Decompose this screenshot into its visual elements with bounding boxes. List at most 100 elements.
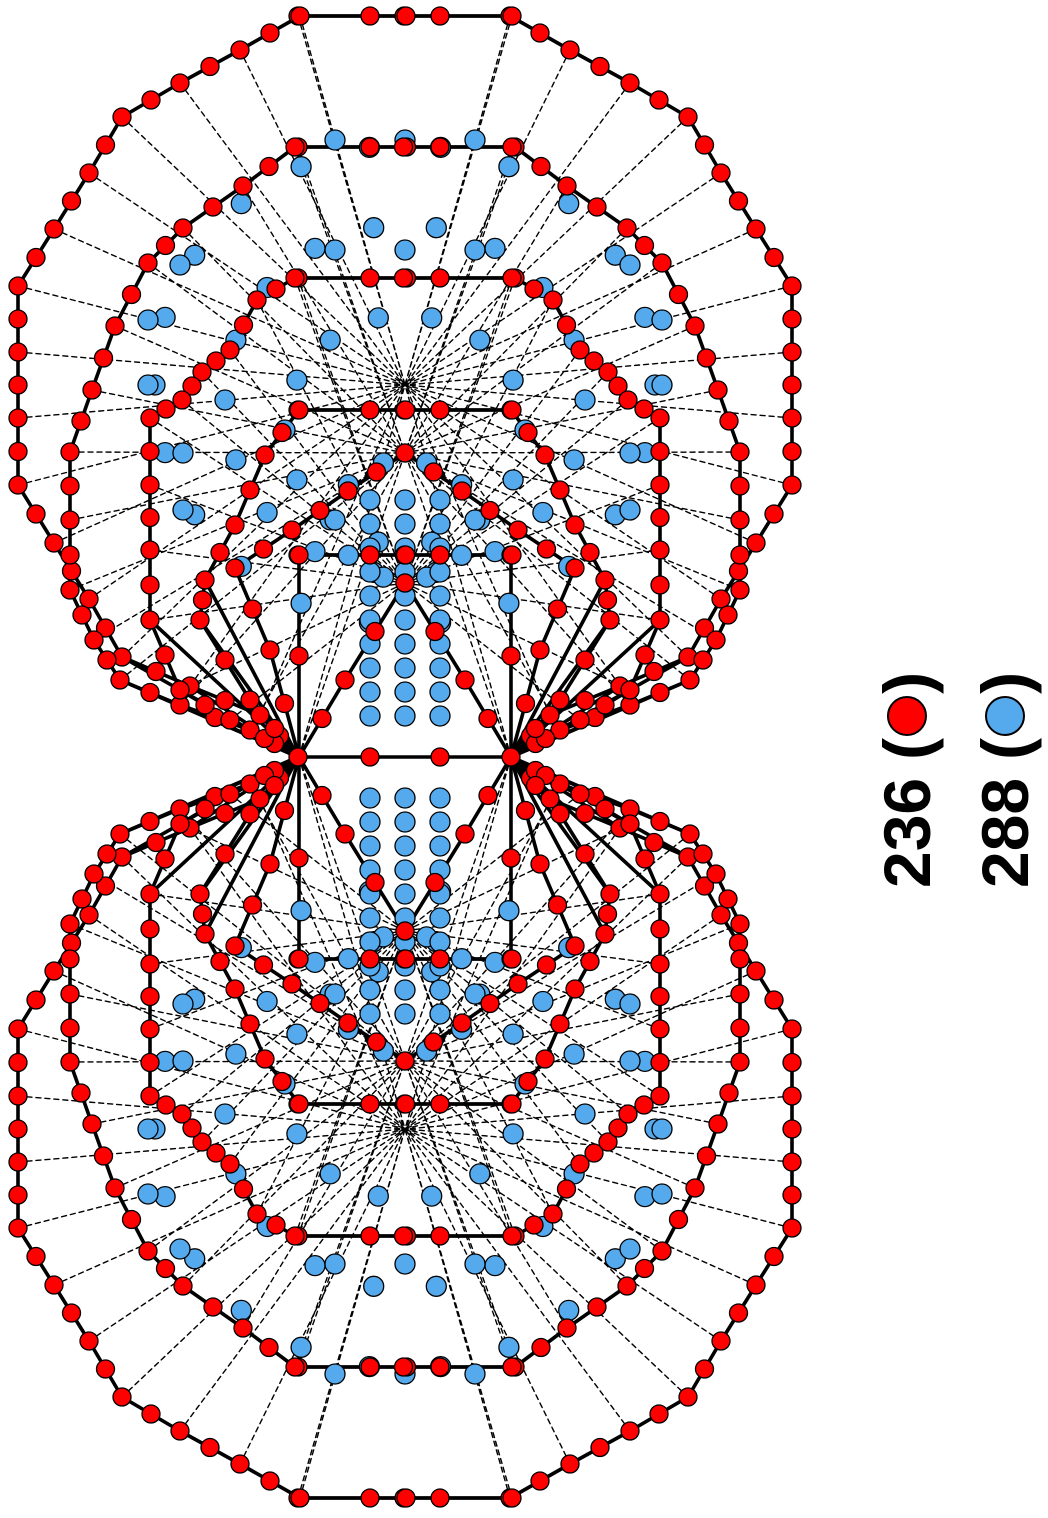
red-vertex (140, 540, 160, 560)
red-vertex (140, 507, 160, 528)
blue-point (394, 239, 416, 261)
red-vertex (310, 993, 330, 1014)
red-vertex (508, 520, 528, 540)
red-vertex (220, 340, 240, 360)
red-vertex (718, 889, 738, 909)
blue-point (256, 990, 278, 1013)
blue-point (394, 835, 416, 857)
red-vertex (608, 1118, 628, 1138)
red-vertex (8, 1052, 28, 1073)
red-vertex (708, 380, 728, 400)
red-vertex (60, 442, 80, 462)
red-vertex (97, 650, 117, 670)
red-vertex (259, 1337, 279, 1358)
red-vertex (393, 1357, 414, 1377)
red-vertex (425, 621, 445, 642)
red-vertex (650, 919, 670, 939)
red-vertex (264, 718, 285, 739)
dashed-line (121, 1128, 406, 1398)
red-vertex (360, 268, 380, 288)
red-vertex (502, 1357, 522, 1377)
red-vertex (730, 476, 750, 496)
red-vertex (215, 690, 235, 711)
dashed-line (121, 384, 406, 658)
red-vertex (706, 630, 726, 650)
red-vertex (480, 500, 500, 521)
red-vertex (8, 441, 28, 462)
blue-point (359, 787, 381, 809)
red-vertex (110, 670, 130, 690)
dashed-line (147, 1060, 406, 1252)
blue-point (214, 1103, 236, 1125)
red-vertex (597, 590, 618, 610)
red-vertex (140, 884, 160, 904)
red-vertex (210, 542, 230, 563)
red-vertex (195, 695, 215, 715)
red-vertex (746, 1275, 766, 1295)
red-vertex (138, 1241, 158, 1261)
blue-point (429, 705, 451, 727)
red-vertex (195, 924, 215, 944)
red-vertex (570, 710, 590, 730)
red-vertex (694, 618, 715, 638)
red-vertex (140, 575, 160, 595)
blue-point (574, 389, 596, 411)
red-vertex (557, 1318, 577, 1338)
blue-point (286, 369, 308, 391)
red-vertex (685, 316, 705, 336)
red-vertex (668, 284, 689, 305)
blue-point (651, 1118, 673, 1140)
red-vertex (195, 799, 215, 819)
red-vertex (206, 1143, 226, 1163)
red-vertex (395, 573, 415, 593)
red-vertex (425, 872, 445, 893)
dashed-line (259, 798, 406, 1130)
blue-point (464, 983, 486, 1005)
red-vertex (706, 864, 726, 884)
red-vertex (711, 163, 731, 183)
dashed-line (404, 452, 512, 758)
red-vertex (764, 247, 784, 268)
red-vertex (600, 610, 620, 630)
red-vertex (395, 949, 416, 969)
dashed-line (294, 1060, 406, 1368)
blue-point (450, 544, 473, 566)
red-vertex (240, 690, 260, 710)
dashed-line (404, 1028, 793, 1130)
red-vertex (266, 279, 286, 299)
red-vertex (140, 1052, 160, 1073)
red-vertex (8, 309, 28, 329)
red-vertex (608, 376, 628, 396)
blue-point (429, 907, 451, 929)
red-vertex (26, 1246, 46, 1267)
red-vertex (525, 718, 546, 739)
blue-point (230, 192, 252, 215)
blue-point (137, 1183, 159, 1205)
red-vertex (225, 515, 245, 535)
red-vertex (550, 774, 570, 794)
red-vertex (650, 507, 670, 528)
red-vertex (502, 400, 522, 420)
red-vertex (618, 1104, 638, 1124)
dashed-line (404, 930, 513, 1237)
red-vertex (668, 1209, 689, 1230)
red-vertex (746, 533, 766, 553)
red-vertex (696, 348, 717, 368)
dashed-line (298, 756, 406, 1062)
red-vertex (60, 545, 80, 565)
blue-point (619, 254, 641, 276)
red-vertex (360, 747, 380, 767)
red-vertex (8, 408, 28, 428)
dashed-line (404, 1128, 511, 1499)
red-vertex (60, 1018, 80, 1038)
red-vertex (518, 1071, 538, 1092)
blue-point (324, 1253, 346, 1275)
red-vertex (696, 1146, 717, 1166)
dashed-line (404, 930, 516, 1237)
dashed-line (149, 893, 406, 932)
red-vertex (192, 362, 212, 382)
dashed-line (404, 452, 691, 681)
red-vertex (782, 375, 802, 395)
red-vertex (650, 811, 670, 832)
red-vertex (395, 545, 416, 565)
